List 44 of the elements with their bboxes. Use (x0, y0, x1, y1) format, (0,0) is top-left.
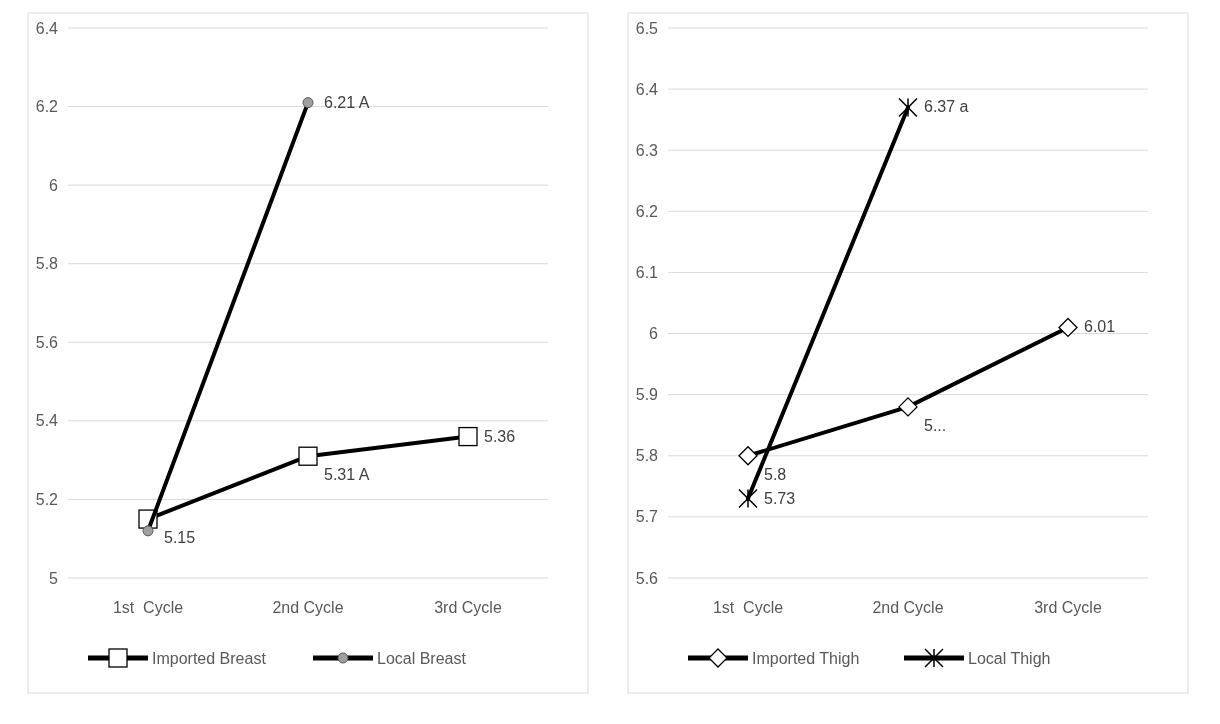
x-tick-label: 1st Cycle (712, 599, 784, 616)
y-tick-label: 5.6 (635, 569, 659, 587)
y-tick-label: 5.6 (35, 333, 59, 351)
y-tick-label: 6.2 (35, 98, 59, 116)
y-tick-label: 5.8 (35, 255, 59, 273)
data-label: 5.15 (164, 529, 196, 547)
y-tick-label: 6.2 (635, 202, 659, 220)
y-tick-label: 6.3 (635, 141, 659, 159)
point (738, 446, 758, 466)
y-tick-label: 6.1 (635, 264, 659, 282)
data-label: 6.21 A (324, 93, 370, 111)
data-label: 5.31 A (324, 466, 370, 484)
legend-label: Imported Thigh (752, 649, 860, 667)
legend-label: Local Thigh (968, 649, 1051, 667)
y-tick-label: 5.7 (635, 508, 659, 526)
data-label: 6.37 a (924, 98, 969, 116)
data-label: 5.73 (764, 489, 796, 507)
x-tick-label: 3rd Cycle (1034, 599, 1102, 616)
x-tick-label: 1st Cycle (112, 599, 184, 616)
data-label: 5... (924, 416, 947, 434)
x-tick-label: 2nd Cycle (272, 599, 344, 616)
point (898, 97, 918, 118)
y-tick-label: 5.8 (635, 447, 659, 465)
y-tick-label: 5.4 (35, 412, 59, 430)
y-tick-label: 6.4 (635, 80, 659, 98)
data-label: 6.01 (1084, 318, 1116, 336)
y-tick-label: 6 (649, 325, 659, 343)
y-tick-label: 6 (49, 176, 59, 194)
y-tick-label: 6.5 (635, 19, 659, 37)
point (738, 488, 758, 509)
y-tick-label: 6.4 (35, 19, 59, 37)
data-label: 5.36 (484, 427, 516, 445)
y-tick-label: 5.9 (635, 386, 659, 404)
point (898, 397, 918, 417)
point (1058, 317, 1078, 338)
y-tick-label: 5.2 (35, 491, 59, 509)
legend-label: Local Breast (377, 649, 467, 667)
data-label: 5.8 (764, 465, 787, 483)
legend-label: Imported Breast (152, 649, 267, 667)
x-tick-label: 3rd Cycle (434, 599, 502, 616)
point (458, 426, 478, 447)
y-tick-label: 5 (49, 569, 59, 587)
point (298, 446, 318, 466)
x-tick-label: 2nd Cycle (872, 599, 944, 616)
